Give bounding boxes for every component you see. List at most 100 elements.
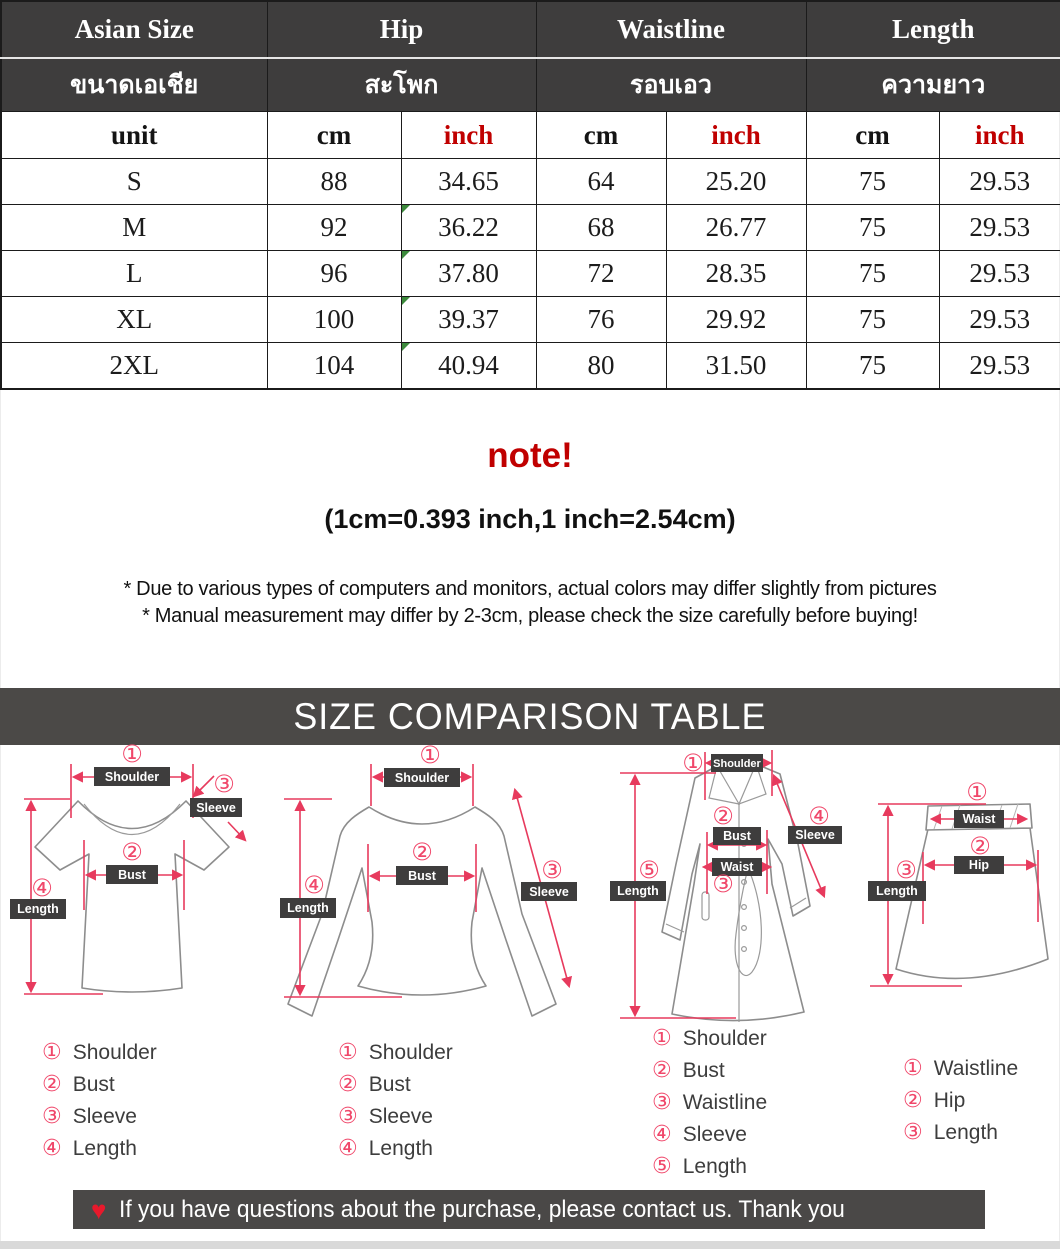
svg-text:Sleeve: Sleeve: [529, 885, 569, 899]
legend-item: ④ Length: [338, 1136, 433, 1161]
legend-item: ③ Sleeve: [42, 1104, 137, 1129]
header-hip-th: สะโพก: [266, 57, 537, 112]
header-waistline-th: รอบเอว: [535, 57, 807, 112]
conversion-note: (1cm=0.393 inch,1 inch=2.54cm): [324, 504, 736, 534]
svg-text:Bust: Bust: [723, 829, 752, 843]
bust-label-chip: Bust: [713, 827, 761, 845]
inch-label: inch: [938, 111, 1060, 159]
tshirt-diagram: Shoulder ① Bust ② ③ Sleeve ④ Length: [10, 740, 247, 995]
circled-3: ③: [541, 856, 563, 884]
value-cell: 29.92: [665, 296, 807, 343]
circled-4: ④: [808, 802, 830, 830]
bust-label-chip: Bust: [106, 865, 158, 884]
size-cell: L: [0, 250, 268, 297]
coat-cuff-left: [665, 923, 685, 933]
legend-item: ① Shoulder: [42, 1040, 157, 1065]
value-cell: 75: [805, 250, 940, 297]
note-title: note!: [487, 436, 573, 475]
cm-label: cm: [535, 111, 667, 159]
svg-text:Shoulder: Shoulder: [713, 758, 761, 770]
excel-flag-icon: [401, 205, 410, 213]
longsleeve-diagram: Shoulder ① Bust ② ③ Sleeve ④ Length: [280, 741, 577, 1017]
length-label-chip: Length: [610, 881, 666, 901]
legend-item: ① Waistline: [903, 1056, 1019, 1081]
cm-label: cm: [266, 111, 402, 159]
table-row-2xl: 2XL 104 40.94 80 31.50 75 29.53: [0, 342, 1060, 390]
circled-4: ④: [31, 874, 53, 902]
table-header-en: Asian Size Hip Waistline Length: [0, 0, 1060, 59]
sleeve-arrow-2: [227, 821, 247, 842]
svg-text:Bust: Bust: [118, 868, 147, 882]
skirt-diagram: ① Waist ② Hip ③ Length: [868, 778, 1049, 987]
value-cell: 75: [805, 204, 940, 251]
bust-label-chip: Bust: [396, 866, 448, 885]
circled-2: ②: [121, 838, 143, 866]
size-cell: S: [0, 158, 268, 205]
legend-item: ② Hip: [903, 1088, 966, 1113]
value-cell: 64: [535, 158, 667, 205]
svg-text:Length: Length: [17, 902, 59, 916]
inch-label: inch: [665, 111, 807, 159]
svg-text:Bust: Bust: [408, 869, 437, 883]
tshirt-collar: [83, 803, 181, 836]
value-cell: 88: [266, 158, 402, 205]
header-waistline: Waistline: [535, 0, 807, 59]
legend-skirt: ① Waistline ② Hip ③ Length: [903, 1056, 1018, 1152]
length-label-chip: Length: [10, 899, 66, 919]
coat-pocket: [701, 891, 710, 921]
size-cell: 2XL: [0, 342, 268, 390]
circled-1: ①: [966, 778, 988, 806]
value-cell: 29.53: [938, 250, 1060, 297]
svg-text:Shoulder: Shoulder: [395, 771, 449, 785]
circled-3: ③: [213, 770, 235, 798]
waist-label-chip: Waist: [954, 810, 1004, 828]
sleeve-label-chip: Sleeve: [521, 882, 577, 901]
size-comparison-banner: SIZE COMPARISON TABLE: [0, 688, 1060, 745]
shoulder-label-chip: Shoulder: [711, 754, 763, 772]
legend-item: ② Bust: [652, 1058, 725, 1083]
size-cell: XL: [0, 296, 268, 343]
table-row-m: M 92 36.22 68 26.77 75 29.53: [0, 204, 1060, 251]
circled-2: ②: [712, 802, 734, 830]
shoulder-label-chip: Shoulder: [94, 767, 170, 786]
table-header-th: ขนาดเอเชีย สะโพก รอบเอว ความยาว: [0, 57, 1060, 112]
value-cell: 75: [805, 158, 940, 205]
value-cell: 104: [266, 342, 402, 390]
header-asian-size-th: ขนาดเอเชีย: [0, 57, 268, 112]
header-length: Length: [805, 0, 1060, 59]
value-cell: 75: [805, 342, 940, 390]
unit-label: unit: [0, 111, 268, 159]
svg-text:Sleeve: Sleeve: [795, 828, 835, 842]
value-cell: 76: [535, 296, 667, 343]
sleeve-label-chip: Sleeve: [788, 826, 842, 844]
value-cell: 100: [266, 296, 402, 343]
svg-text:Length: Length: [287, 901, 329, 915]
longsleeve-outline: [287, 806, 557, 1017]
svg-text:Sleeve: Sleeve: [196, 801, 236, 815]
legend-item: ① Shoulder: [338, 1040, 453, 1065]
value-cell: 92: [266, 204, 402, 251]
tshirt-outline: [34, 800, 230, 993]
legend-item: ② Bust: [338, 1072, 411, 1097]
circled-2: ②: [411, 838, 433, 866]
header-hip: Hip: [266, 0, 537, 59]
length-label-chip: Length: [280, 898, 336, 918]
value-cell: 68: [535, 204, 667, 251]
coat-diagram: Shoulder ① ② Bust Waist ③ ④ Sleeve ⑤ Len…: [610, 749, 842, 1022]
cm-label: cm: [805, 111, 940, 159]
unit-row: unit cm inch cm inch cm inch: [0, 111, 1060, 159]
inch-label: inch: [400, 111, 537, 159]
circled-4: ④: [303, 871, 325, 899]
circled-1: ①: [419, 741, 441, 769]
legend-item: ④ Length: [42, 1136, 137, 1161]
size-comparison-title: SIZE COMPARISON TABLE: [293, 695, 767, 737]
circled-3: ③: [895, 856, 917, 884]
value-cell: 29.53: [938, 296, 1060, 343]
header-length-th: ความยาว: [805, 57, 1060, 112]
legend-coat: ① Shoulder ② Bust ③ Waistline ④ Sleeve ⑤ Leng…: [652, 1026, 767, 1186]
header-asian-size: Asian Size: [0, 0, 268, 59]
excel-flag-icon: [401, 343, 410, 351]
legend-item: ③ Waistline: [652, 1090, 768, 1115]
value-cell: 37.80: [400, 250, 537, 297]
